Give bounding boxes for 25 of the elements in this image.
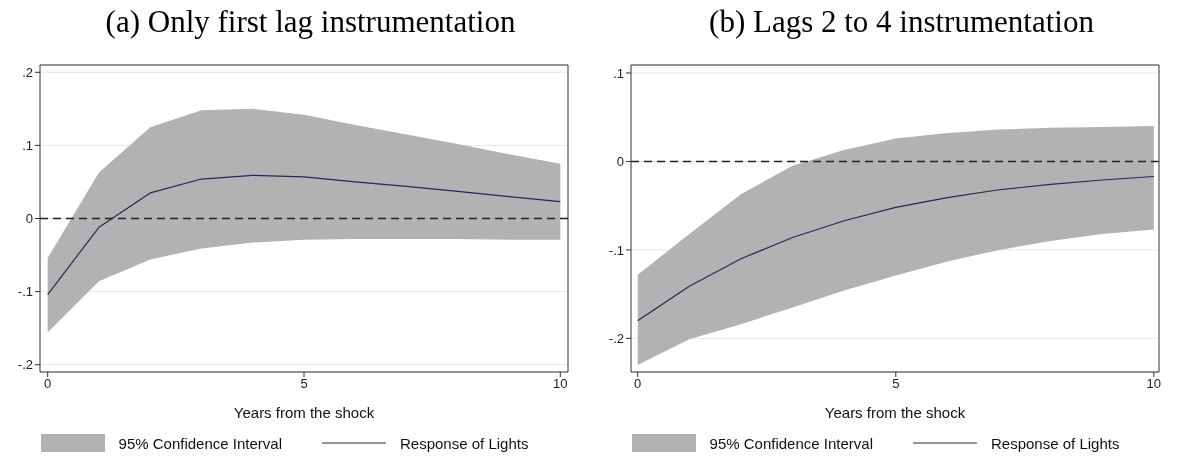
legend-label: Response of Lights [400, 434, 529, 452]
y-tick-label: -.2 [608, 331, 624, 346]
x-axis-title: Years from the shock [824, 404, 966, 421]
y-tick-label: -.1 [17, 284, 33, 300]
y-tick-label: -.2 [17, 357, 33, 373]
legend-label: Response of Lights [991, 434, 1120, 452]
y-tick-label: 0 [616, 154, 624, 170]
x-axis-title: Years from the shock [233, 404, 375, 421]
line-series [637, 175, 1155, 322]
y-tick-label: 0 [25, 211, 33, 227]
text: 95% Confidence Interval [118, 434, 282, 452]
chart-title: (a) Only first lag instrumentation [104, 3, 517, 41]
y-tick-label: .2 [22, 64, 33, 80]
text: 95% Confidence Interval [709, 434, 873, 452]
x-tick-label: 0 [44, 376, 52, 392]
y-tick-label: -.1 [608, 242, 624, 258]
line-series [47, 174, 561, 296]
x-tick-label: 10 [1146, 376, 1162, 392]
y-tick-label: .1 [613, 65, 624, 81]
x-tick-label: 5 [892, 376, 900, 392]
x-tick-label: 5 [300, 376, 308, 392]
x-tick-label: 10 [553, 376, 568, 392]
y-tick-label: .1 [22, 138, 33, 154]
chart-title: (b) Lags 2 to 4 instrumentation [708, 3, 1095, 41]
x-tick-label: 0 [634, 376, 642, 392]
